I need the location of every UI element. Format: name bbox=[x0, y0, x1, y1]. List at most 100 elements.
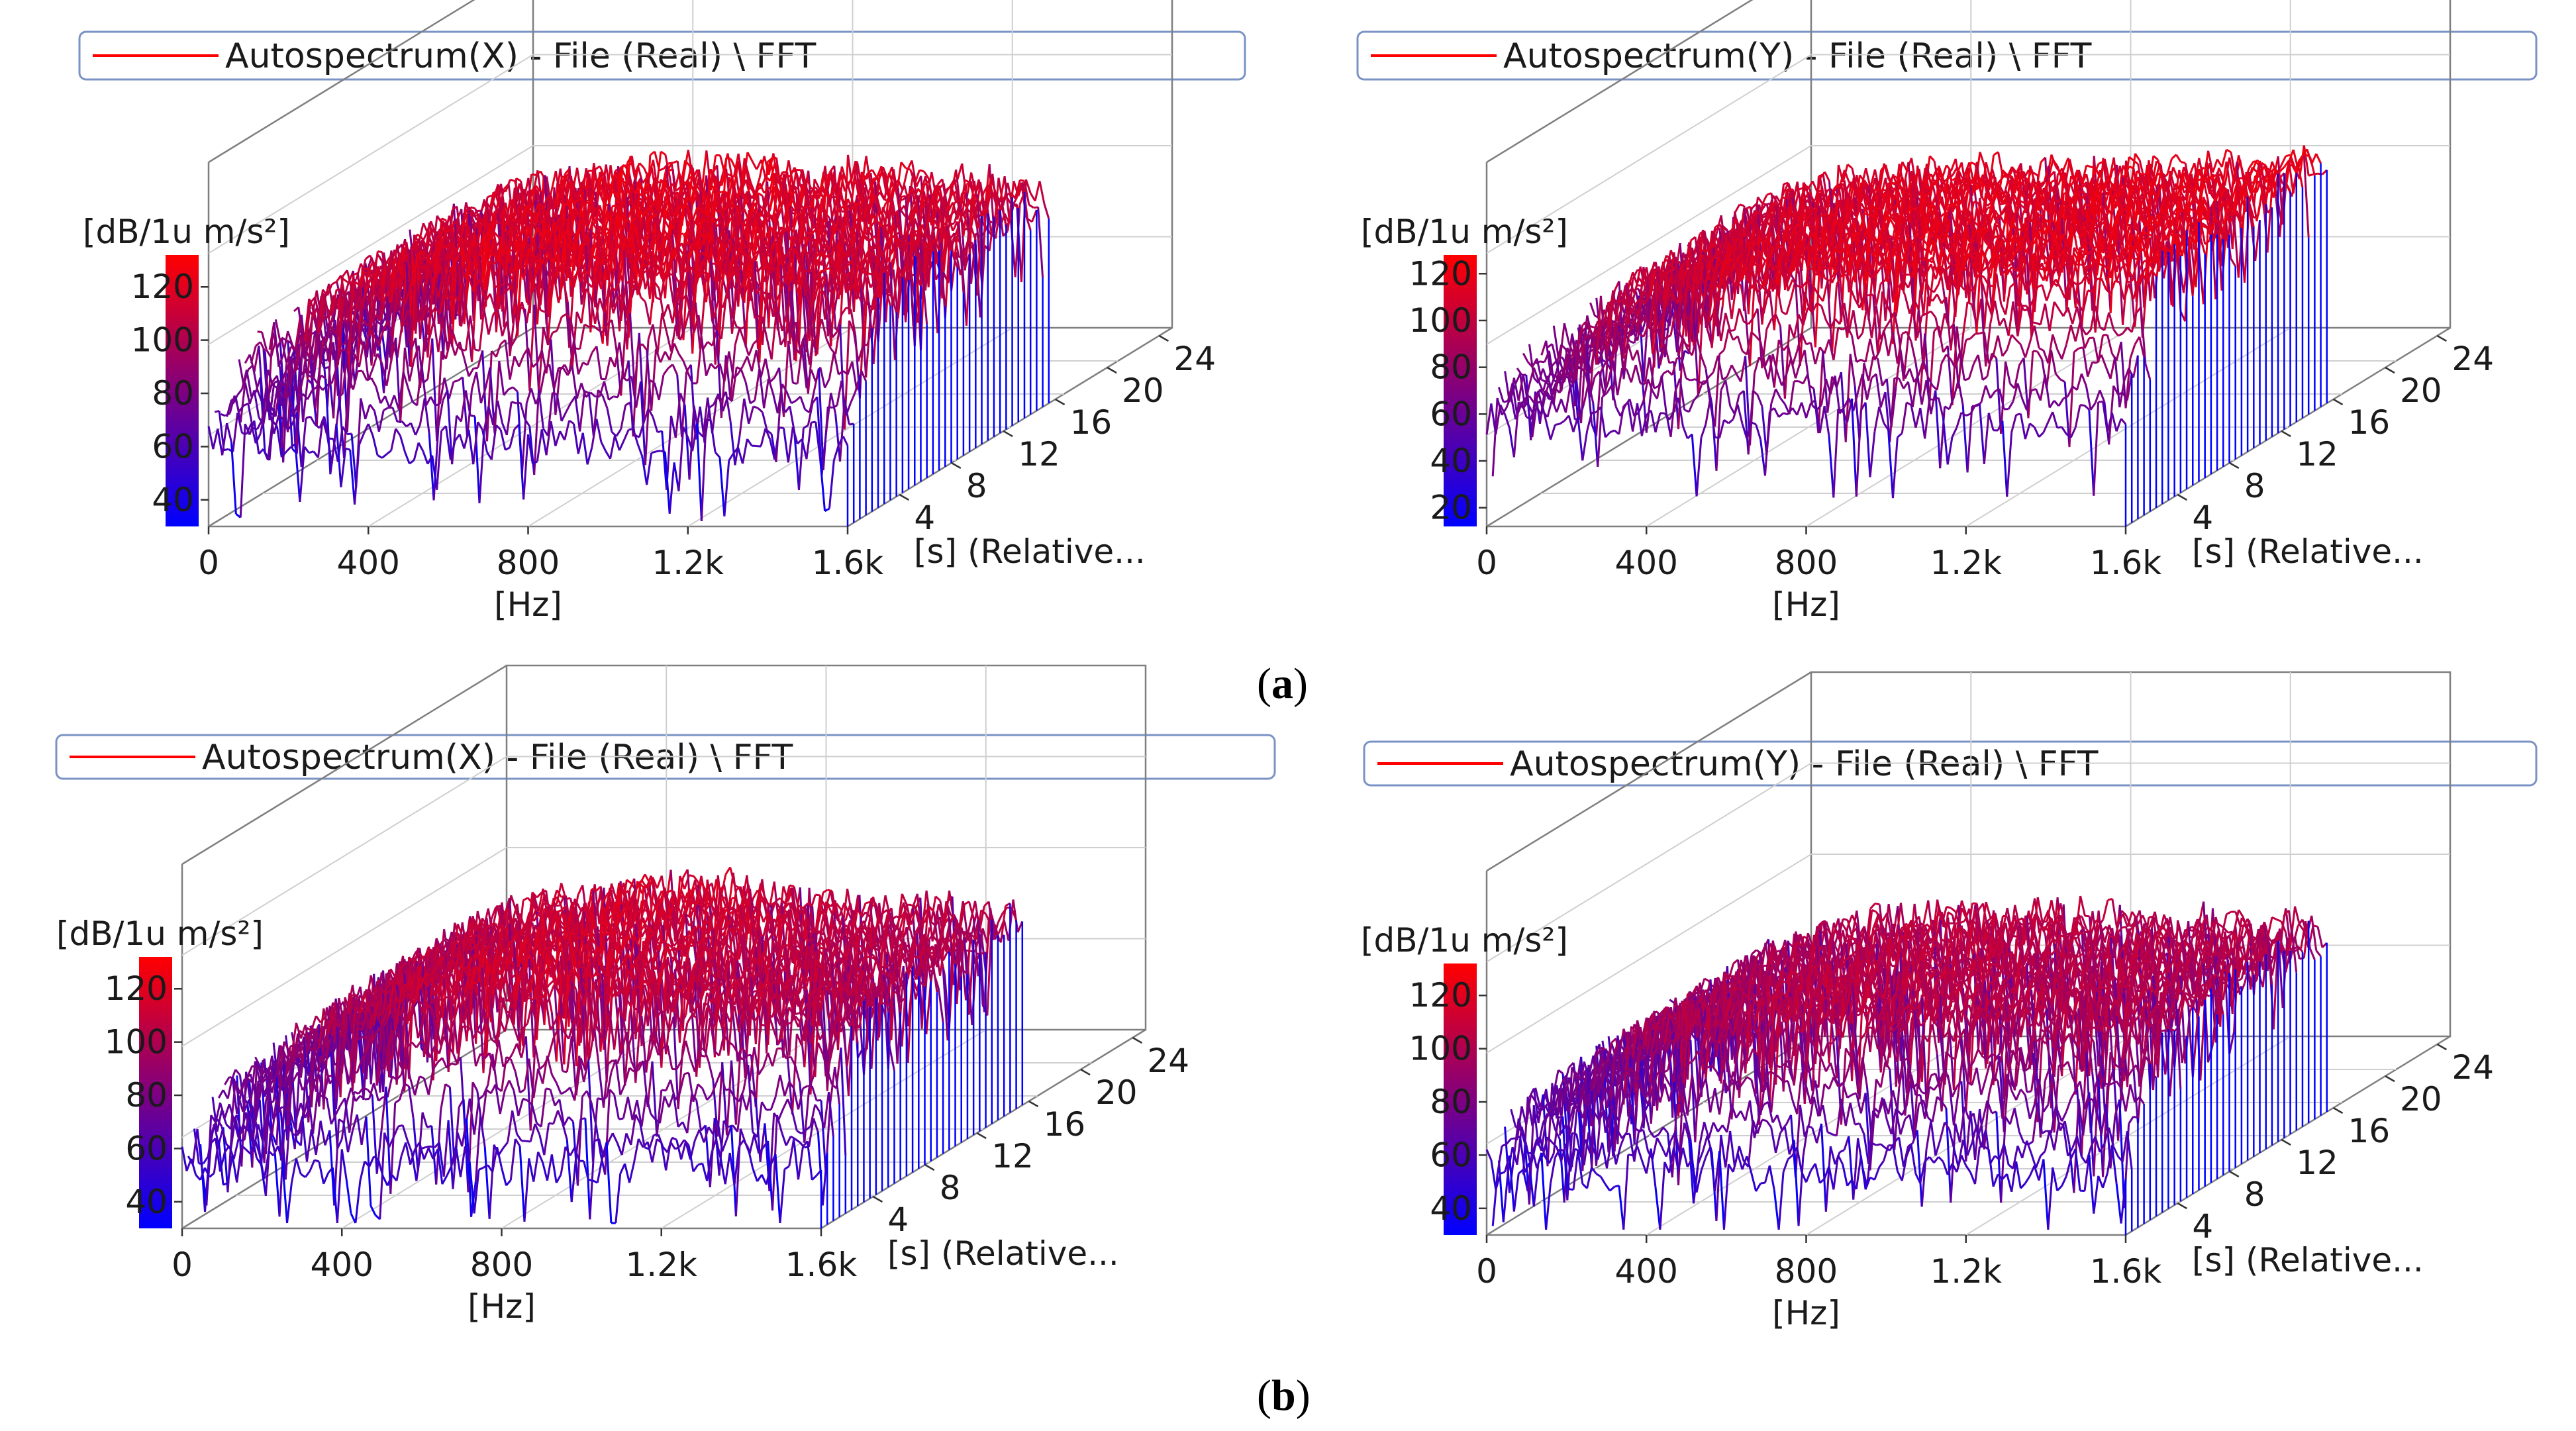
trace-segment bbox=[809, 191, 816, 207]
trace-segment bbox=[730, 158, 736, 169]
trace-segment bbox=[511, 401, 517, 405]
trace-segment bbox=[738, 398, 746, 436]
trace-segment bbox=[946, 195, 953, 211]
x-tick-label: 1.6k bbox=[2090, 544, 2162, 582]
trace-segment bbox=[600, 176, 607, 188]
trace-segment bbox=[226, 422, 232, 442]
trace-segment bbox=[919, 169, 924, 173]
trace-segment bbox=[364, 268, 369, 271]
trace-segment bbox=[777, 173, 783, 181]
trace-segment bbox=[614, 435, 620, 451]
trace-segment bbox=[706, 419, 711, 422]
trace-segment bbox=[880, 202, 887, 215]
trace-segment bbox=[738, 327, 746, 342]
trace-segment bbox=[1013, 203, 1019, 209]
chart-panel-1: Autospectrum(X) - File (Real) \ FFT40608… bbox=[78, 0, 1246, 624]
trace-segment bbox=[236, 388, 243, 396]
z-tick-label: 100 bbox=[1409, 301, 1472, 340]
trace-segment bbox=[818, 172, 825, 199]
trace-segment bbox=[649, 177, 656, 207]
trace-segment bbox=[239, 424, 246, 518]
trace-segment bbox=[886, 183, 893, 195]
trace-segment bbox=[307, 389, 313, 400]
trace-segment bbox=[383, 407, 389, 411]
trace-segment bbox=[807, 188, 814, 199]
trace-segment bbox=[867, 272, 873, 275]
trace-segment bbox=[360, 398, 367, 420]
trace-segment bbox=[652, 417, 659, 433]
trace-segment bbox=[834, 187, 842, 203]
trace-segment bbox=[886, 166, 893, 179]
trace-segment bbox=[724, 256, 730, 260]
trace-segment bbox=[768, 173, 775, 199]
trace-segment bbox=[924, 175, 932, 210]
trace-segment bbox=[651, 450, 656, 454]
trace-segment bbox=[331, 281, 337, 285]
trace-segment bbox=[634, 162, 641, 174]
trace-segment bbox=[743, 398, 750, 424]
trace-segment bbox=[509, 199, 516, 209]
trace-segment bbox=[783, 340, 789, 417]
trace-segment bbox=[875, 166, 883, 178]
trace-segment bbox=[224, 412, 230, 417]
trace-segment bbox=[402, 371, 409, 388]
y-tick-label: 20 bbox=[2400, 371, 2442, 410]
trace-segment bbox=[364, 404, 371, 420]
y-tick-label: 8 bbox=[966, 467, 987, 505]
trace-segment bbox=[799, 181, 807, 204]
trace-segment bbox=[770, 313, 777, 360]
trace-segment bbox=[538, 389, 544, 429]
trace-segment bbox=[930, 185, 938, 226]
y-tick-mark bbox=[2229, 462, 2240, 469]
trace-segment bbox=[967, 198, 974, 209]
waterfall-traces bbox=[207, 150, 1050, 526]
trace-segment bbox=[982, 184, 989, 194]
trace-segment bbox=[746, 438, 753, 446]
legend-label: Autospectrum(X) - File (Real) \ FFT bbox=[225, 36, 817, 76]
y-axis-label: [s] (Relative... bbox=[914, 532, 1146, 571]
trace-segment bbox=[920, 175, 927, 193]
trace-segment bbox=[669, 273, 675, 276]
y-tick-label: 4 bbox=[2192, 499, 2213, 537]
trace-segment bbox=[552, 330, 558, 334]
trace-segment bbox=[390, 428, 397, 451]
trace-segment bbox=[477, 421, 483, 430]
trace-segment bbox=[413, 442, 420, 461]
trace-segment bbox=[381, 453, 387, 459]
trace-segment bbox=[487, 314, 495, 335]
trace-segment bbox=[577, 432, 584, 454]
z-tick-label: 80 bbox=[152, 374, 194, 413]
trace-segment bbox=[381, 313, 388, 324]
trace-segment bbox=[787, 340, 794, 383]
trace-segment bbox=[361, 370, 368, 381]
trace-segment bbox=[677, 353, 685, 362]
trace-segment bbox=[480, 201, 487, 211]
trace-segment bbox=[832, 445, 840, 461]
trace-segment bbox=[473, 214, 479, 217]
trace-segment bbox=[900, 162, 907, 169]
trace-segment bbox=[751, 160, 758, 170]
trace-segment bbox=[771, 267, 777, 271]
trace-segment bbox=[646, 167, 653, 188]
trace-segment bbox=[768, 153, 775, 175]
trace-segment bbox=[1029, 192, 1036, 202]
trace-segment bbox=[905, 167, 911, 171]
trace-segment bbox=[914, 170, 920, 184]
trace-segment bbox=[828, 460, 835, 509]
trace-segment bbox=[572, 423, 579, 454]
trace-segment bbox=[836, 183, 843, 228]
back-wall bbox=[532, 0, 1173, 329]
trace-segment bbox=[568, 419, 575, 425]
trace-segment bbox=[638, 162, 645, 169]
trace-segment bbox=[754, 183, 761, 199]
trace-segment bbox=[880, 192, 887, 202]
trace-segment bbox=[624, 182, 632, 198]
trace-segment bbox=[661, 179, 668, 199]
trace-segment bbox=[622, 429, 630, 441]
trace-segment bbox=[807, 170, 815, 229]
trace-segment bbox=[615, 428, 622, 437]
y-axis-label: [s] (Relative... bbox=[2192, 532, 2424, 571]
trace-segment bbox=[820, 319, 828, 339]
trace-segment bbox=[550, 170, 557, 193]
